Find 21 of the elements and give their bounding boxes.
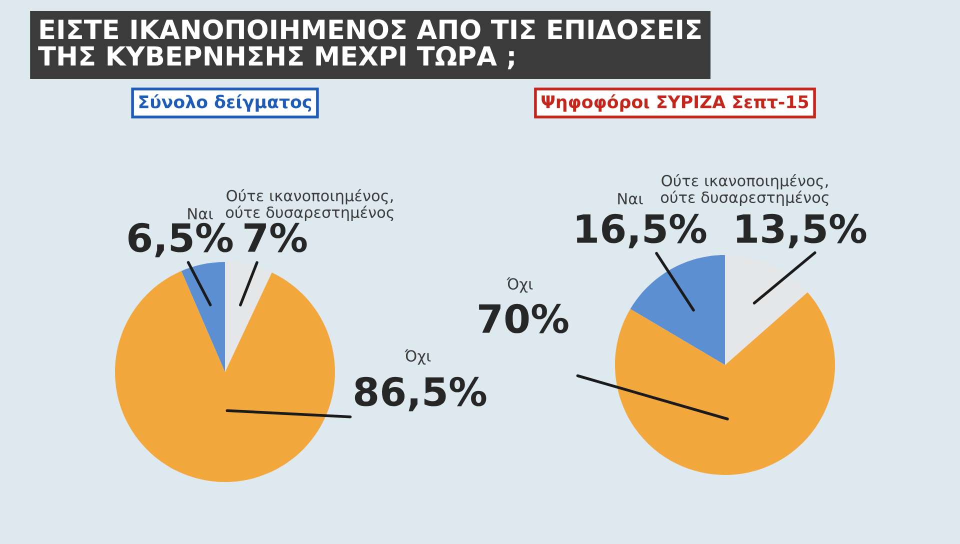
slice-label: Όχι <box>404 349 431 365</box>
chart-subtitle: Ψηφοφόροι ΣΥΡΙΖΑ Σεπτ-15 <box>542 94 808 112</box>
slice-label: Ούτε ικανοποιημένος, ούτε δυσαρεστημένος <box>226 188 394 222</box>
pie-slice <box>115 271 335 482</box>
data-label: 6,5% <box>128 222 233 258</box>
pie-slice <box>725 255 808 365</box>
data-label: 16,5% <box>576 214 706 248</box>
chart-title: ΕΙΣΤΕ ΙΚΑΝΟΠΟΙΗΜΕΝΟΣ ΑΠΟ ΤΙΣ ΕΠΙΔΟΣΕΙΣ ΤΗΣ ΚΥΒΕΡΝΗΣΗΣ ΜΕΧΡΙ ΤΩΡΑ ; <box>38 19 701 70</box>
slice-label: Ούτε ικανοποιημένος, ούτε δυσαρεστημένος <box>660 174 828 206</box>
data-label: 7% <box>244 222 307 252</box>
slice-label: Όχι <box>506 277 533 293</box>
data-label: 70% <box>479 304 568 334</box>
data-label: 13,5% <box>736 214 866 248</box>
chart-subtitle: Σύνολο δείγματος <box>139 94 312 112</box>
pie-slice <box>181 262 225 372</box>
pie-slice <box>225 262 272 372</box>
slice-label: Ναι <box>618 193 643 204</box>
pie-slice <box>615 292 835 475</box>
pie-slice <box>630 255 725 365</box>
slice-label: Ναι <box>188 208 213 220</box>
data-label: 86,5% <box>354 376 486 412</box>
